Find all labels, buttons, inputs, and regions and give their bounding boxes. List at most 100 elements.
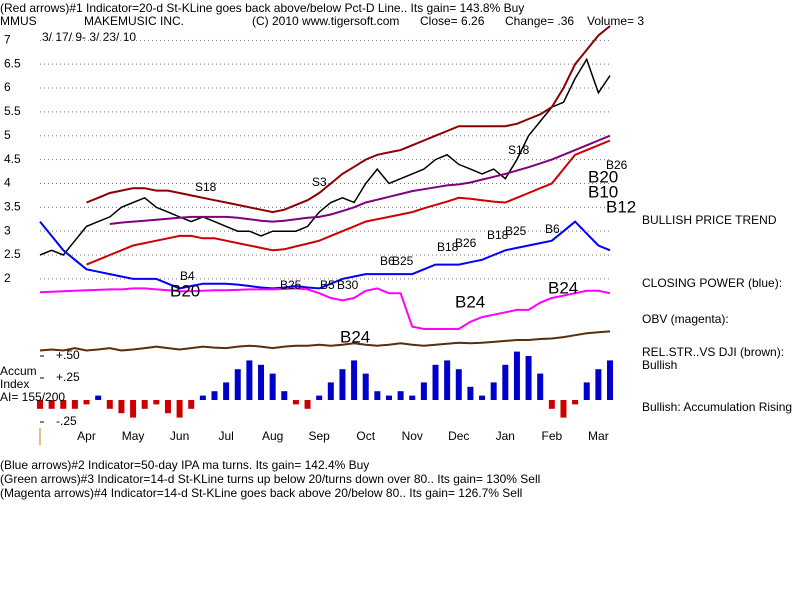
series-line (39, 220, 611, 290)
y-tick-label: 6.5 (4, 56, 21, 70)
bar (444, 360, 451, 400)
annotation: B25 (280, 278, 302, 292)
bar (525, 356, 532, 400)
change: Change= .36 (505, 14, 574, 28)
x-tick-label: Apr (77, 429, 96, 443)
series-line (86, 139, 611, 266)
accum-label: Accum (0, 364, 37, 378)
series-line (39, 330, 611, 352)
annotation: B30 (337, 278, 359, 292)
bar (537, 373, 544, 400)
bar (211, 391, 218, 400)
bar (106, 400, 113, 409)
x-tick-label: Nov (402, 429, 423, 443)
annotation: S18 (195, 180, 217, 194)
company: MAKEMUSIC INC. (84, 14, 184, 28)
y-tick-label: 5.5 (4, 104, 21, 118)
bar (490, 382, 497, 400)
annotation: B10 (588, 182, 618, 201)
annotation: B25 (505, 224, 527, 238)
annotation: B4 (180, 269, 195, 283)
bar (374, 391, 381, 400)
bar (327, 382, 334, 400)
x-tick-label: Jul (218, 429, 233, 443)
bar (141, 400, 148, 409)
accum-label: Index (0, 377, 29, 391)
bar (83, 400, 90, 405)
bar (467, 386, 474, 400)
bar (188, 400, 195, 409)
y-tick-label: 2 (4, 271, 11, 285)
bar (60, 400, 67, 409)
bar (316, 395, 323, 400)
x-tick-label: Dec (448, 429, 469, 443)
bar (71, 400, 78, 409)
y-tick-label: +.50 (56, 348, 80, 362)
bar (385, 395, 392, 400)
annotation: B26 (606, 158, 628, 172)
annotation: B20 (588, 167, 618, 186)
footer-line: (Blue arrows)#2 Indicator=50-day IPA ma … (0, 458, 369, 472)
y-tick-label: 4 (4, 176, 11, 190)
annotation: S3 (312, 175, 327, 189)
bar (118, 400, 125, 414)
bar (176, 400, 183, 418)
bar (420, 382, 427, 400)
bar (572, 400, 579, 405)
side-label: BULLISH PRICE TREND (642, 213, 777, 227)
x-tick-label: Oct (356, 429, 375, 443)
symbol: MMUS (0, 14, 37, 28)
bar (95, 395, 102, 400)
side-label: OBV (magenta): (642, 312, 729, 326)
annotation: B12 (606, 197, 636, 216)
header-indicator: (Red arrows)#1 Indicator=20-d St-KLine g… (0, 1, 524, 15)
annotation: S18 (508, 143, 530, 157)
annotation: B24 (548, 278, 578, 297)
annotation: B6 (380, 254, 395, 268)
bar (513, 351, 520, 400)
bar (409, 395, 416, 400)
annotation: B26 (455, 236, 477, 250)
side-label: REL.STR..VS DJI (brown): (642, 345, 784, 359)
footer-line: (Green arrows)#3 Indicator=14-d St-KLine… (0, 472, 540, 486)
bar (37, 400, 43, 409)
side-label: Bullish (642, 358, 677, 372)
bar (130, 400, 137, 418)
annotation: B18 (487, 228, 509, 242)
x-tick-label: Mar (588, 429, 609, 443)
series-line (39, 287, 611, 330)
y-tick-label: 2.5 (4, 247, 21, 261)
y-tick-label: 3.5 (4, 199, 21, 213)
x-tick-label: Sep (309, 429, 331, 443)
bar (199, 395, 206, 400)
bar (583, 382, 590, 400)
x-tick-label: Jan (496, 429, 515, 443)
bar (258, 364, 265, 400)
bar (362, 373, 369, 400)
bar (164, 400, 171, 414)
side-label: CLOSING POWER (blue): (642, 276, 782, 290)
annotation: B25 (392, 254, 414, 268)
bar (234, 369, 241, 400)
footer-line: (Magenta arrows)#4 Indicator=14-d St-KLi… (0, 486, 522, 500)
annotation: B20 (170, 281, 200, 300)
bar (48, 400, 55, 409)
bar (432, 364, 439, 400)
bar (304, 400, 311, 409)
x-tick-label: May (122, 429, 145, 443)
bar (339, 369, 346, 400)
bar (560, 400, 567, 418)
y-tick-label: +.25 (56, 370, 80, 384)
bar (153, 400, 160, 405)
copyright: (C) 2010 www.tigersoft.com (252, 14, 399, 28)
annotation: B18 (437, 240, 459, 254)
side-label: Bullish: Accumulation Rising (642, 400, 792, 414)
bar (502, 364, 509, 400)
bar (351, 360, 358, 400)
x-tick-label: Jun (170, 429, 189, 443)
y-tick-label: -.25 (56, 414, 77, 428)
bar (595, 369, 602, 400)
bar (281, 391, 288, 400)
